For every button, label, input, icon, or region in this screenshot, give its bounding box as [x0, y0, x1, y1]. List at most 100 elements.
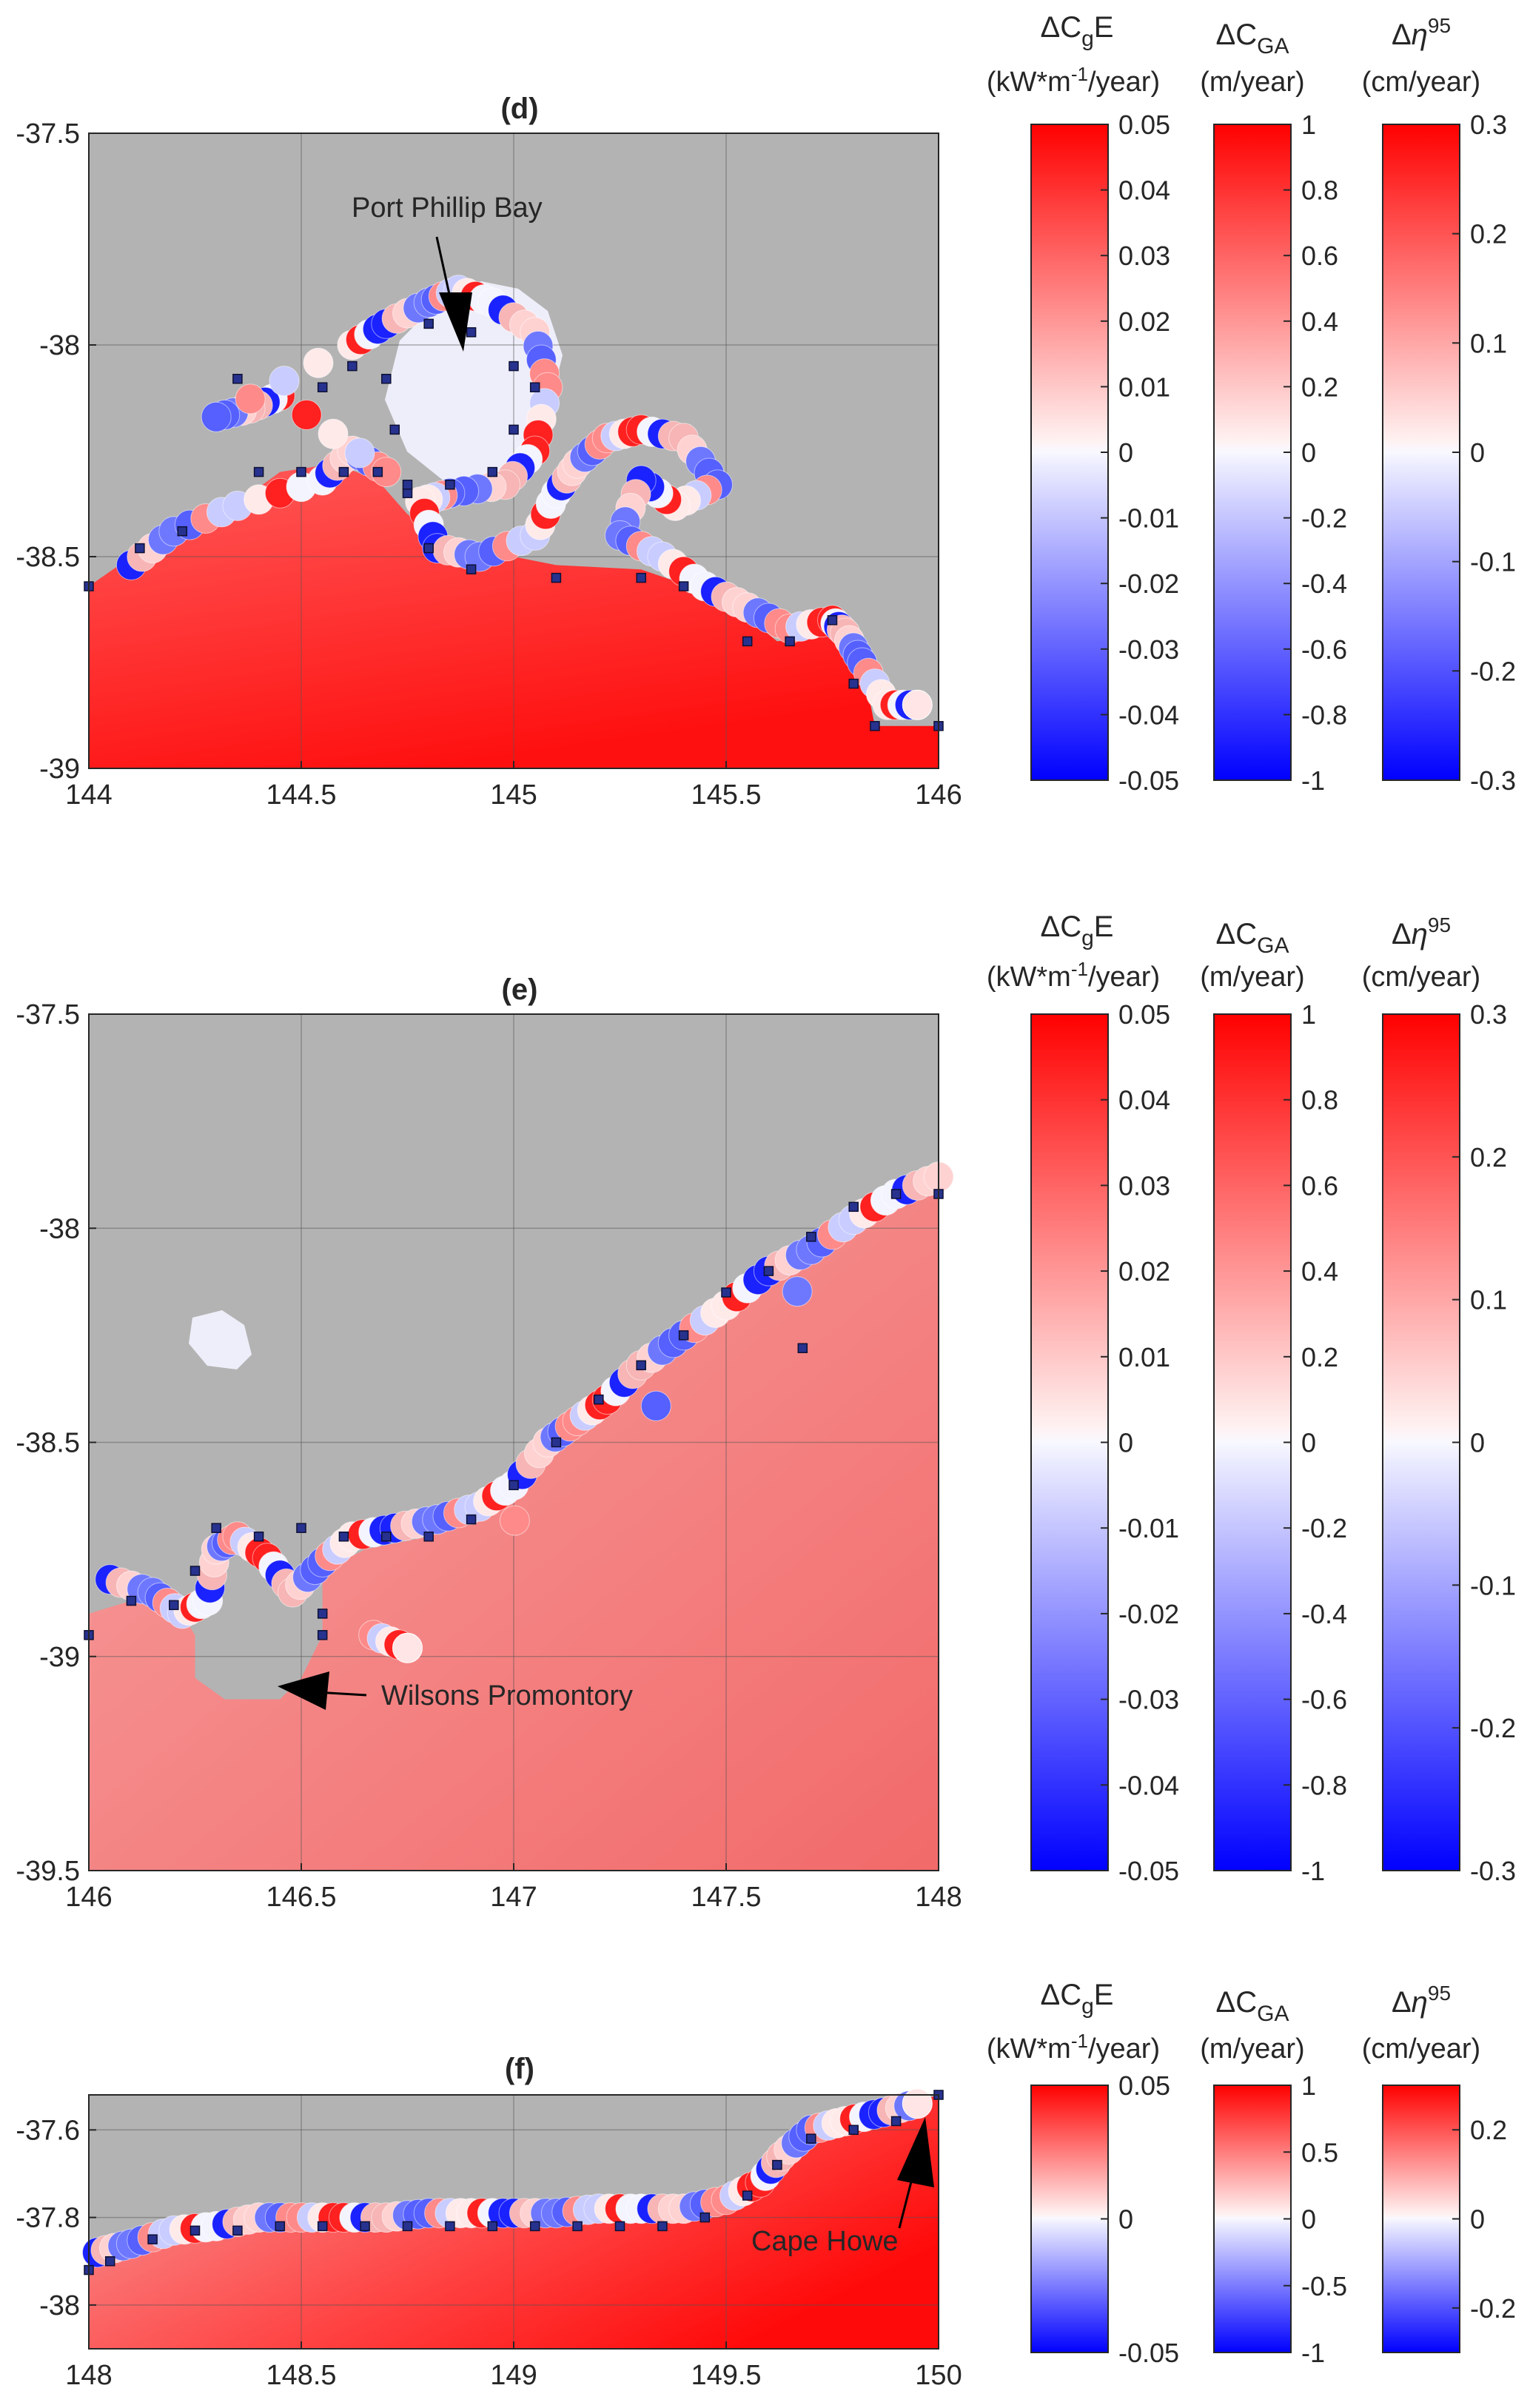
colorbar-unit-part: -1 [1071, 63, 1088, 85]
colorbar-unit-part: -1 [1071, 958, 1088, 980]
site-marker [338, 466, 349, 477]
x-tick-label: 147 [490, 1882, 537, 1913]
colorbar-tick-label: -0.2 [1470, 656, 1516, 686]
site-marker [742, 636, 753, 647]
colorbar-tick-label: -0.04 [1118, 1770, 1179, 1800]
colorbar-tick-label: 0.04 [1118, 175, 1170, 206]
colorbar-gradient [1213, 2085, 1292, 2353]
site-marker [551, 1437, 562, 1448]
colorbar-gradient [1030, 1013, 1109, 1871]
site-marker [487, 466, 498, 477]
y-tick-label: -38 [39, 330, 80, 361]
colorbar-tick-label: 0.8 [1301, 175, 1338, 206]
site-marker [147, 2234, 158, 2244]
site-marker [721, 1287, 731, 1298]
colorbar-tick-label: -0.2 [1470, 2293, 1516, 2324]
site-marker [189, 2225, 201, 2236]
colorbar: 1 0.5 0 -0.5 -1 ΔCGA (m/year) [1200, 1986, 1347, 2368]
colorbar-tick-label: -0.1 [1470, 1570, 1516, 1600]
colorbar-tick-label: -0.6 [1301, 1685, 1347, 1715]
site-marker [466, 327, 477, 338]
colorbar-title-part: Δ [1392, 1986, 1412, 2019]
site-marker [423, 318, 434, 329]
site-marker [402, 2221, 413, 2232]
x-tick-label: 146 [915, 779, 962, 811]
colorbar-tick-label: -0.04 [1118, 700, 1179, 730]
colorbar-tick-label: 0.2 [1301, 372, 1338, 402]
colorbar-unit: (m/year) [1200, 67, 1304, 98]
annotation-cape-howe: Cape Howe [751, 2117, 934, 2257]
panel-f-title: (f) [505, 2053, 534, 2085]
y-tick-label: -38 [39, 1213, 80, 1244]
colorbar-title-part: Δ [1041, 910, 1061, 943]
site-marker [445, 480, 455, 490]
colorbar-tick-label: 0 [1470, 2204, 1485, 2235]
colorbars: 0.05 0.04 0.03 0.02 0.01 0 -0.01 -0.02 -0.03 -0.0… [987, 11, 1516, 2368]
colorbar-tick-label: -0.8 [1301, 700, 1347, 730]
colorbar-title-part: 95 [1428, 14, 1451, 37]
colorbar-tick-label: -0.02 [1118, 569, 1179, 599]
panel-e-title: (e) [502, 973, 538, 1006]
colorbar-unit-part: (kW*m [987, 2033, 1071, 2065]
colorbar: 0.3 0.2 0.1 0 -0.1 -0.2 -0.3 Δη95 (cm/year) [1362, 14, 1516, 796]
site-marker [551, 572, 562, 583]
site-marker [678, 581, 689, 591]
colorbar-tick-label: -1 [1301, 1856, 1325, 1886]
site-marker [423, 543, 434, 554]
colorbar-tick-label: 0.6 [1301, 1170, 1338, 1201]
site-marker [253, 466, 264, 477]
coastal-point [269, 366, 300, 397]
site-marker [466, 1514, 477, 1525]
colorbar-title: ΔCGA [1216, 1986, 1289, 2026]
site-marker [763, 1266, 774, 1276]
colorbar-title-part: Δ [1392, 19, 1412, 51]
site-marker [772, 2159, 782, 2170]
colorbar-title-part: η [1412, 19, 1428, 51]
site-marker [509, 424, 519, 435]
x-tick-label: 146 [65, 1882, 112, 1913]
colorbar-title-part: η [1412, 1986, 1428, 2019]
colorbar-tick-label: -0.05 [1118, 1856, 1179, 1886]
site-marker [806, 1232, 816, 1242]
colorbar-title: ΔCgE [1041, 11, 1114, 51]
site-marker [135, 543, 145, 554]
y-tick-label: -37.5 [16, 118, 80, 150]
colorbar-title-part: g [1081, 1994, 1094, 2019]
colorbar-unit: (cm/year) [1362, 67, 1480, 98]
colorbar-gradient [1382, 1013, 1460, 1871]
colorbar-unit-part: /year) [1088, 962, 1160, 993]
colorbar-tick-label: 1 [1301, 999, 1316, 1030]
colorbar-title-part: C [1060, 11, 1081, 44]
site-marker [296, 1523, 306, 1533]
y-tick-label: -38.5 [16, 542, 80, 573]
colorbar-title: ΔCGA [1216, 19, 1289, 58]
annotation-arrowhead [897, 2117, 934, 2187]
colorbar-tick-label: 0.05 [1118, 2070, 1170, 2101]
colorbar-unit: (kW*m-1/year) [987, 2030, 1160, 2065]
site-marker [372, 466, 383, 477]
colorbar-tick-label: 0.01 [1118, 1342, 1170, 1372]
y-tick-label: -37.8 [16, 2203, 80, 2234]
site-marker [177, 526, 188, 537]
colorbar: 0.05 0 -0.05 ΔCgE (kW*m-1/year) [987, 1979, 1179, 2368]
colorbar-tick-label: 0.4 [1301, 1256, 1338, 1287]
colorbar-title-part: E [1094, 910, 1114, 943]
colorbar-tick-label: 0 [1118, 2204, 1133, 2235]
colorbar-unit-part: (kW*m [987, 67, 1071, 98]
colorbar-title-part: C [1235, 1986, 1257, 2019]
site-marker [275, 2221, 286, 2232]
colorbar-tick-label: 1 [1301, 2070, 1316, 2101]
x-tick-label: 150 [915, 2360, 962, 2391]
y-tick-label: -39 [39, 1642, 80, 1673]
y-tick-label: -37.6 [16, 2115, 80, 2146]
colorbar-tick-label: 0.4 [1301, 306, 1338, 337]
coastal-point [291, 399, 322, 430]
site-marker [338, 1532, 349, 1542]
colorbar-gradient [1382, 2085, 1460, 2353]
colorbar-tick-label: 0.05 [1118, 999, 1170, 1030]
colorbar-gradient [1030, 124, 1109, 781]
map-area-d: Port Phillip Bay [84, 133, 944, 769]
colorbar: 0.05 0.04 0.03 0.02 0.01 0 -0.01 -0.02 -0.03 -0.0… [987, 910, 1179, 1886]
colorbar-tick-label: -0.01 [1118, 503, 1179, 534]
x-tick-label: 148 [915, 1882, 962, 1913]
